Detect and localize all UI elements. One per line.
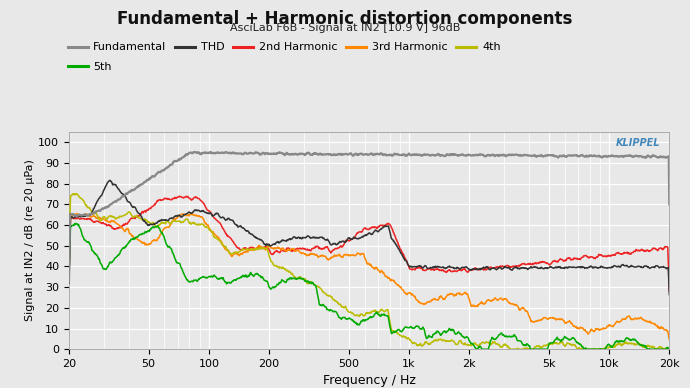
Text: Fundamental + Harmonic distortion components: Fundamental + Harmonic distortion compon…	[117, 10, 573, 28]
Text: KLIPPEL: KLIPPEL	[615, 139, 660, 149]
X-axis label: Frequency / Hz: Frequency / Hz	[323, 374, 415, 388]
Y-axis label: Signal at IN2 / dB (re 20 µPa): Signal at IN2 / dB (re 20 µPa)	[26, 159, 35, 322]
Legend: 5th: 5th	[68, 62, 112, 72]
Text: AsciLab F6B - Signal at IN2 [10.9 V] 96dB: AsciLab F6B - Signal at IN2 [10.9 V] 96d…	[230, 23, 460, 33]
Legend: Fundamental, THD, 2nd Harmonic, 3rd Harmonic, 4th: Fundamental, THD, 2nd Harmonic, 3rd Harm…	[68, 42, 501, 52]
